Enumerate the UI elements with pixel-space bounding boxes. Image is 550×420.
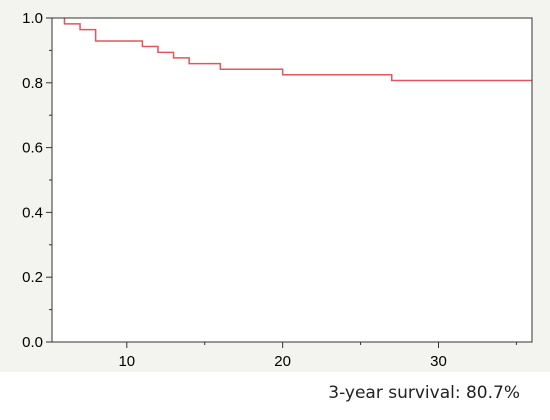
y-tick-label: 0.6	[22, 140, 43, 157]
y-tick-label: 0.0	[22, 334, 43, 351]
series-layer	[63, 18, 532, 82]
x-tick-label: 20	[274, 353, 291, 370]
plot-frame	[51, 17, 533, 343]
x-tick-label: 10	[118, 353, 135, 370]
survival-caption: 3-year survival: 80.7%	[328, 383, 520, 403]
y-tick-label: 0.4	[22, 204, 43, 221]
survival-curve	[63, 18, 532, 82]
y-tick-label: 0.8	[22, 75, 43, 92]
y-tick-label: 0.2	[22, 269, 43, 286]
x-axis: 10 20 30	[118, 342, 517, 370]
y-tick-label: 1.0	[22, 10, 43, 27]
x-tick-label: 30	[430, 353, 447, 370]
plot-area	[52, 18, 532, 342]
